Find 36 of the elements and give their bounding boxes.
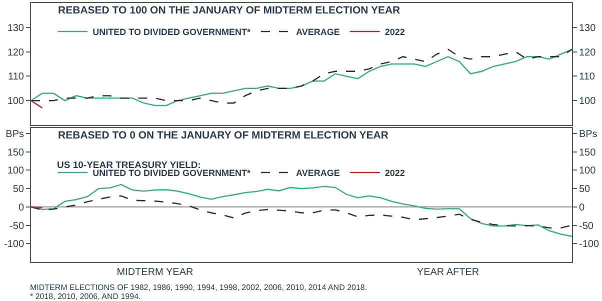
y-tick-label: 130 [7,22,24,34]
y2-tick-label: BPs [579,129,598,140]
y2-tick-label: 100 [579,96,596,108]
y2-tick-label: 150 [579,147,596,158]
legend-label: AVERAGE [296,168,340,178]
legend-label: 2022 [384,168,405,178]
y2-tick-label: 110 [579,72,596,83]
y2-tick-label: -100 [579,239,600,250]
legend-label: UNITED TO DIVIDED GOVERNMENT* [92,168,251,178]
y-tick-label: 50 [12,184,24,196]
legend-label: AVERAGE [296,27,340,38]
y-tick-label: 150 [7,147,24,158]
y-tick-label: 0 [18,202,24,214]
y-tick-label: BPs [6,129,24,140]
y-tick-label: -100 [4,239,24,250]
y-tick-label: 120 [7,47,24,58]
line-series [31,195,572,229]
y-tick-label: 100 [7,166,24,177]
y2-tick-label: 120 [579,47,596,58]
y2-tick-label: 50 [579,184,591,196]
chart-title: REBASED TO 100 ON THE JANUARY OF MIDTERM ELECTION YEAR [58,4,401,16]
text: MIDTERM ELECTIONS OF 1982, 1986, 1990, 1994, 1998, 2002, 2006, 2010, 2014 AND 2018. [30,283,368,292]
x-tick-label: YEAR AFTER [416,267,480,278]
y-tick-label: 100 [7,96,24,108]
y2-tick-label: 130 [579,22,596,34]
legend-label: 2022 [384,27,405,38]
y2-tick-label: 0 [579,202,585,214]
legend-title: US 10-YEAR TREASURY YIELD: [57,160,201,171]
chart-title: REBASED TO 0 ON THE JANUARY OF MIDTERM ELECTION YEAR [58,129,389,142]
y-tick-label: 110 [8,72,24,83]
y-tick-label: -50 [10,220,24,232]
y2-tick-label: -50 [579,220,594,232]
text: * 2018, 2010, 2006, AND 1994. [30,292,141,301]
legend-label: UNITED TO DIVIDED GOVERNMENT* [92,27,251,38]
x-tick-label: MIDTERM YEAR [116,267,194,278]
y2-tick-label: 100 [579,166,596,177]
